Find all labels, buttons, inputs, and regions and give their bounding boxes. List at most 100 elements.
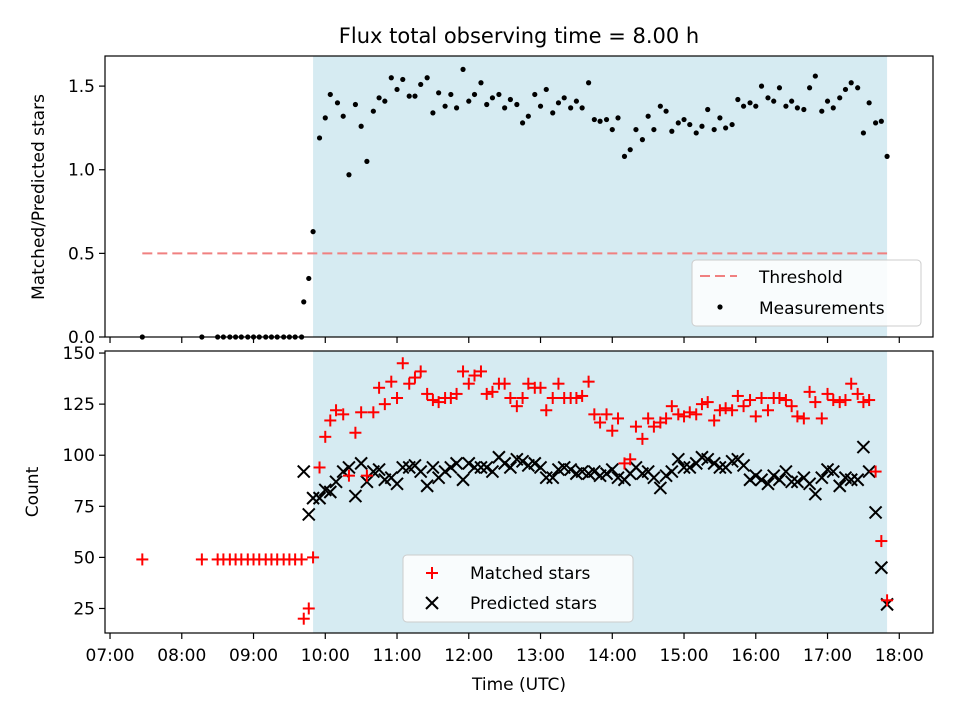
predicted-star-point bbox=[449, 456, 464, 471]
matched-star-point bbox=[468, 369, 481, 382]
bottom-ytick-label: 100 bbox=[63, 446, 95, 466]
measurement-point bbox=[675, 120, 681, 126]
measurement-point bbox=[717, 115, 723, 121]
matched-star-point bbox=[582, 375, 595, 388]
measurement-point bbox=[460, 66, 466, 72]
predicted-star-point bbox=[396, 460, 410, 475]
bottom-xtick-label: 09:00 bbox=[229, 646, 278, 666]
predicted-star-point bbox=[743, 473, 757, 487]
predicted-star-point bbox=[713, 460, 727, 475]
predicted-star-point bbox=[700, 452, 715, 467]
measurement-point bbox=[740, 103, 747, 109]
matched-star-point bbox=[385, 375, 398, 388]
measurement-point bbox=[301, 299, 307, 305]
measurement-point bbox=[776, 85, 783, 91]
bottom-ytick-label: 125 bbox=[63, 395, 95, 415]
top-ytick-label: 0.5 bbox=[68, 244, 95, 264]
top-legend-box bbox=[691, 259, 922, 327]
predicted-star-point bbox=[444, 460, 458, 475]
predicted-star-point bbox=[503, 460, 518, 475]
predicted-star-point bbox=[539, 470, 553, 485]
predicted-star-point bbox=[761, 477, 775, 491]
chart-title: Flux total observing time = 8.00 h bbox=[339, 24, 699, 48]
matched-star-point bbox=[552, 377, 565, 390]
predicted-star-point bbox=[833, 479, 847, 493]
predicted-star-point bbox=[772, 473, 787, 487]
matched-star-point bbox=[827, 394, 840, 407]
measurement-point bbox=[568, 105, 574, 111]
predicted-star-point bbox=[420, 479, 434, 493]
predicted-legend-label: Predicted stars bbox=[470, 594, 597, 614]
measurement-point bbox=[442, 103, 448, 109]
matched-star-point bbox=[426, 394, 439, 407]
top-y-axis: 0.0 0.5 1.0 1.5 bbox=[68, 77, 105, 348]
matched-star-point bbox=[462, 377, 475, 390]
measurement-point bbox=[316, 135, 323, 141]
matched-star-point bbox=[540, 404, 553, 417]
measurement-point bbox=[561, 95, 567, 101]
matched-star-point bbox=[600, 408, 613, 421]
bottom-xtick-label: 10:00 bbox=[301, 646, 350, 666]
bottom-legend-box bbox=[402, 554, 634, 623]
measurement-point bbox=[657, 103, 663, 109]
measurement-point bbox=[639, 137, 646, 143]
measurement-point bbox=[806, 85, 813, 91]
predicted-star-point bbox=[653, 481, 668, 495]
measurement-point bbox=[466, 98, 472, 104]
measurement-point bbox=[866, 100, 872, 106]
matched-star-point bbox=[457, 365, 470, 378]
matched-star-point bbox=[480, 387, 493, 400]
bottom-legend: Matched stars Predicted stars bbox=[402, 554, 634, 623]
predicted-star-point bbox=[302, 507, 316, 522]
predicted-star-point bbox=[784, 475, 799, 489]
matched-star-point bbox=[408, 371, 421, 384]
measurement-point bbox=[400, 76, 406, 83]
predicted-star-point bbox=[599, 466, 614, 481]
measurement-point bbox=[406, 93, 412, 99]
matched-star-point bbox=[708, 414, 721, 427]
predicted-star-point bbox=[802, 477, 817, 491]
predicted-stars-series bbox=[297, 440, 894, 612]
matched-star-point bbox=[450, 387, 463, 400]
matched-star-point bbox=[695, 398, 708, 411]
predicted-star-point bbox=[815, 470, 829, 485]
measurement-point bbox=[471, 91, 478, 98]
measurement-point bbox=[382, 98, 388, 104]
matched-star-point bbox=[195, 553, 208, 566]
top-panel: Flux total observing time = 8.00 h 0.00.… bbox=[29, 24, 934, 348]
matched-star-point bbox=[647, 420, 660, 433]
matched-star-point bbox=[403, 377, 416, 390]
measurement-point bbox=[424, 75, 430, 81]
predicted-legend-swatch bbox=[425, 596, 439, 610]
measurement-point bbox=[837, 95, 843, 101]
matched-star-point bbox=[330, 404, 343, 417]
matched-star-point bbox=[737, 400, 750, 413]
predicted-star-point bbox=[438, 464, 452, 479]
bottom-ytick-label: 50 bbox=[73, 548, 95, 568]
predicted-star-point bbox=[677, 460, 691, 475]
predicted-star-point bbox=[826, 464, 840, 479]
bottom-ytick-label: 75 bbox=[73, 497, 95, 517]
matched-star-point bbox=[297, 612, 310, 625]
predicted-star-point bbox=[671, 452, 685, 467]
measurement-point bbox=[765, 95, 771, 101]
bottom-xlabel: Time (UTC) bbox=[471, 675, 566, 695]
measurement-point bbox=[514, 101, 520, 108]
measurement-point bbox=[627, 147, 633, 153]
measurement-point bbox=[801, 106, 807, 113]
measurements-series bbox=[139, 66, 890, 340]
matched-star-point bbox=[342, 469, 355, 482]
bottom-ytick-label: 150 bbox=[63, 344, 95, 364]
measurement-point bbox=[532, 91, 538, 98]
matched-star-point bbox=[624, 453, 637, 466]
predicted-star-point bbox=[354, 456, 368, 471]
measurement-point bbox=[478, 80, 484, 86]
predicted-star-point bbox=[456, 473, 470, 487]
matched-star-point bbox=[803, 385, 816, 398]
measurement-point bbox=[507, 96, 513, 103]
predicted-star-point bbox=[462, 456, 476, 471]
predicted-star-point bbox=[306, 491, 320, 505]
measurement-point bbox=[418, 81, 424, 88]
predicted-star-point bbox=[485, 464, 500, 479]
top-x-ticks bbox=[109, 337, 900, 343]
